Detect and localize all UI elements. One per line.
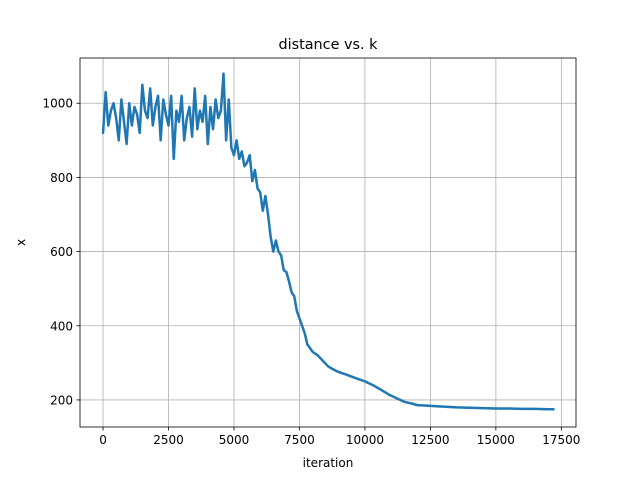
- series-layer: [101, 72, 555, 411]
- x-tick-label: 2500: [153, 433, 184, 447]
- grid-lines: [80, 58, 576, 427]
- x-tick-label: 0: [99, 433, 107, 447]
- y-tick-label: 200: [50, 393, 73, 407]
- chart-title: distance vs. k: [278, 37, 378, 53]
- y-tick-label: 1000: [42, 97, 73, 111]
- plot-frame: [79, 57, 577, 428]
- x-axis-label: iteration: [303, 456, 354, 470]
- y-axis-label: x: [14, 239, 28, 246]
- y-tick-label: 600: [50, 245, 73, 259]
- x-tick-label: 10000: [346, 433, 384, 447]
- x-tick-label: 15000: [477, 433, 515, 447]
- x-tick-label: 5000: [219, 433, 250, 447]
- y-axis-ticks: 200 400 600 800 1000: [42, 97, 80, 407]
- y-tick-label: 400: [50, 319, 73, 333]
- x-tick-label: 7500: [284, 433, 315, 447]
- x-axis-ticks: 0 2500 5000 7500 10000 12500 15000 17500: [99, 427, 580, 447]
- x-tick-label: 17500: [542, 433, 580, 447]
- series-line: [101, 72, 555, 411]
- x-tick-label: 12500: [411, 433, 449, 447]
- y-tick-label: 800: [50, 171, 73, 185]
